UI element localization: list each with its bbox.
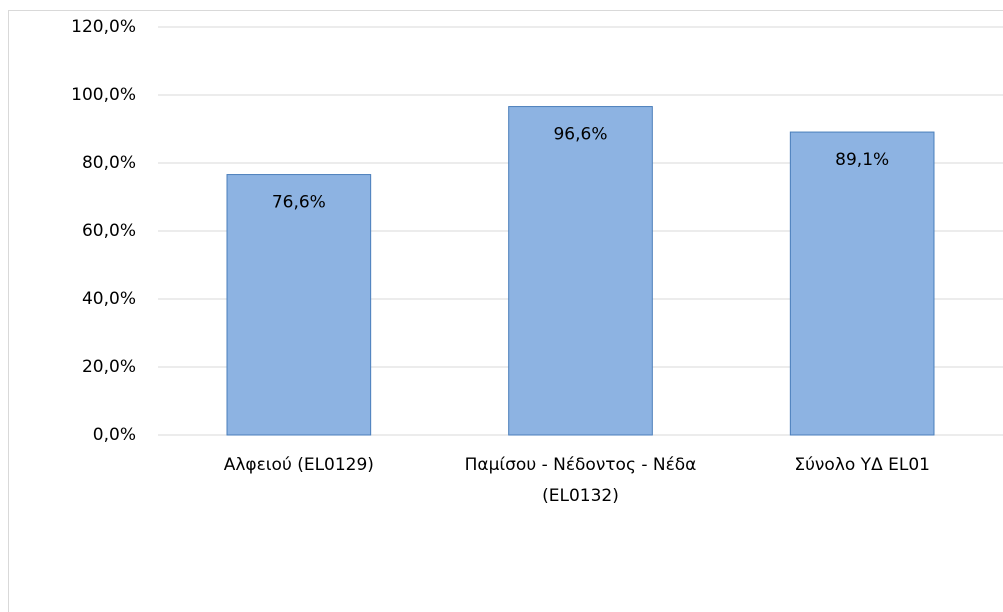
bar <box>226 174 372 436</box>
y-tick-label: 80,0% <box>82 153 136 173</box>
y-tick-label: 20,0% <box>82 357 136 377</box>
x-tick-label: Παμίσου - Νέδοντος - Νέδα (EL0132) <box>464 455 697 506</box>
y-tick-label: 100,0% <box>71 85 136 105</box>
y-tick-label: 60,0% <box>82 221 136 241</box>
y-tick-label: 0,0% <box>93 425 136 445</box>
bar <box>508 106 653 436</box>
x-tick-label: Σύνολο ΥΔ EL01 <box>794 455 930 475</box>
y-tick-label: 40,0% <box>82 289 136 309</box>
chart-frame <box>8 10 1003 612</box>
bar <box>789 131 935 436</box>
x-tick-label: Αλφειού (EL0129) <box>223 455 374 475</box>
y-tick-label: 120,0% <box>71 17 136 37</box>
value-label: 76,6% <box>272 193 326 213</box>
value-label: 89,1% <box>835 150 889 170</box>
value-label: 96,6% <box>553 125 607 145</box>
